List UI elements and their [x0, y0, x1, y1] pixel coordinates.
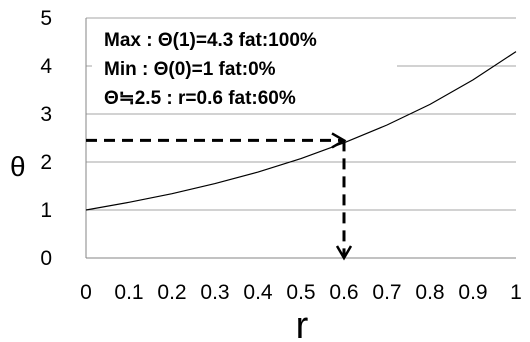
- x-tick-label: 1: [510, 281, 522, 304]
- x-tick-label: 0.6: [329, 281, 358, 304]
- y-axis-title: θ: [10, 151, 26, 182]
- axes: [85, 18, 516, 259]
- marker-arrowhead-down: [335, 245, 353, 261]
- x-tick-label: 0.5: [286, 281, 315, 304]
- x-tick-label: 0.3: [200, 281, 229, 304]
- x-tick-label: 0.8: [415, 281, 444, 304]
- x-tick-label: 0.9: [458, 281, 487, 304]
- marker-dashes: [86, 132, 353, 261]
- y-tick-label: 1: [40, 199, 52, 222]
- x-tick-label: 0.2: [157, 281, 186, 304]
- x-tick-label: 0.1: [114, 281, 143, 304]
- y-tick-labels: 0 1 2 3 4 5: [40, 7, 52, 270]
- y-tick-label: 4: [40, 55, 52, 78]
- x-tick-labels: 0 0.1 0.2 0.3 0.4 0.5 0.6 0.7 0.8 0.9 1: [80, 281, 522, 304]
- annotation-min: Min : Θ(0)=1 fat:0%: [104, 59, 276, 80]
- annotation-box: [92, 22, 397, 110]
- x-tick-label: 0.7: [372, 281, 401, 304]
- annotation-max: Max : Θ(1)=4.3 fat:100%: [104, 30, 317, 51]
- annotation-mid: Θ≒2.5 : r=0.6 fat:60%: [104, 88, 296, 109]
- x-tick-label: 0.4: [243, 281, 273, 304]
- series: [85, 51, 517, 211]
- x-tick-label: 0: [80, 281, 92, 304]
- series-line-0: [85, 51, 517, 211]
- x-axis-title: r: [296, 305, 309, 342]
- y-tick-label: 0: [40, 247, 52, 270]
- y-tick-label: 3: [40, 103, 52, 126]
- y-tick-label: 2: [40, 151, 52, 174]
- y-tick-label: 5: [40, 7, 52, 30]
